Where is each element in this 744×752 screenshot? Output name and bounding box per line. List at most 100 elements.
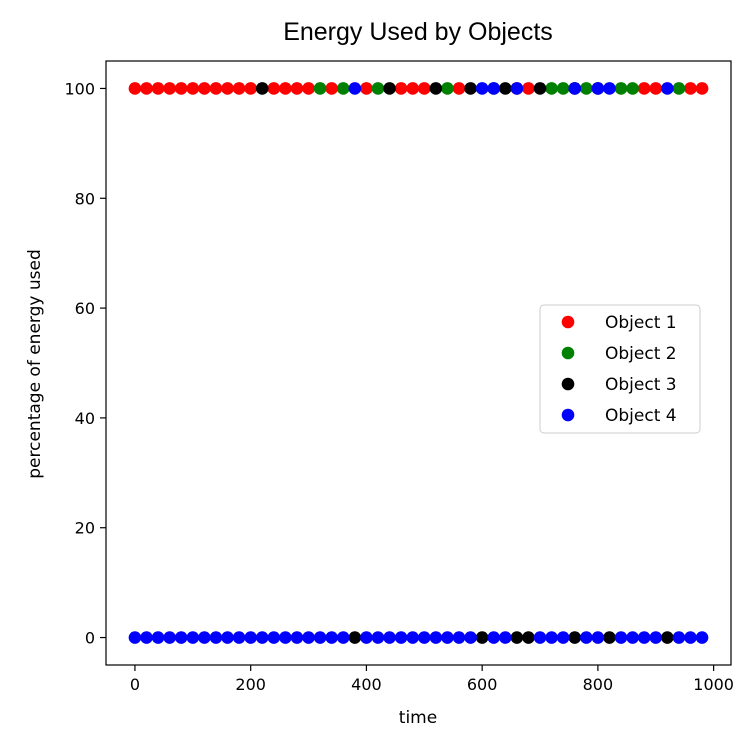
- data-point-object-4: [394, 631, 408, 644]
- data-point-object-4: [221, 631, 234, 644]
- legend: Object 1 Object 2 Object 3 Object 4: [539, 304, 701, 434]
- data-point-object-4: [244, 631, 257, 644]
- data-point-object-4: [545, 631, 558, 644]
- data-point-object-4: [325, 631, 338, 644]
- data-point-object-1: [174, 82, 188, 95]
- data-point-object-4: [151, 631, 165, 644]
- legend-label-object-3: Object 3: [605, 375, 677, 395]
- y-tick-label: 20: [75, 519, 95, 538]
- data-point-object-3: [429, 82, 443, 95]
- data-point-object-4: [429, 631, 443, 644]
- data-point-object-2: [545, 82, 558, 95]
- data-point-object-2: [614, 82, 628, 95]
- data-point-object-4: [336, 631, 350, 644]
- plot-frame: [105, 60, 732, 666]
- y-tick-label: 40: [75, 409, 95, 428]
- data-point-object-4: [614, 631, 628, 644]
- data-point-object-3: [383, 82, 396, 95]
- data-point-object-4: [198, 631, 211, 644]
- x-tick-label: 200: [235, 675, 266, 694]
- data-point-object-1: [637, 82, 651, 95]
- data-point-object-4: [360, 631, 373, 644]
- data-point-object-3: [510, 631, 524, 644]
- data-point-object-2: [371, 82, 385, 95]
- data-point-object-3: [348, 631, 362, 644]
- data-point-object-4: [371, 631, 385, 644]
- legend-label-object-4: Object 4: [605, 406, 677, 426]
- data-point-object-4: [464, 631, 477, 644]
- data-point-object-4: [695, 631, 709, 644]
- data-point-object-4: [441, 631, 454, 644]
- data-point-object-3: [568, 631, 582, 644]
- data-point-object-4: [174, 631, 188, 644]
- data-point-object-4: [232, 631, 246, 644]
- data-point-object-1: [209, 82, 223, 95]
- data-point-object-3: [475, 631, 489, 644]
- x-axis-label: time: [399, 708, 437, 728]
- y-axis-ticks: 0 20 40 60 80 100: [64, 79, 106, 648]
- data-point-object-3: [533, 82, 547, 95]
- data-point-object-4: [499, 631, 512, 644]
- data-point-object-4: [603, 82, 616, 95]
- data-point-object-2: [556, 82, 570, 95]
- data-point-object-4: [672, 631, 686, 644]
- data-point-object-4: [348, 82, 362, 95]
- data-point-object-3: [255, 82, 269, 95]
- data-point-object-4: [661, 82, 674, 95]
- data-point-object-1: [128, 82, 142, 95]
- data-point-object-1: [695, 82, 709, 95]
- data-point-object-4: [533, 631, 547, 644]
- data-point-object-4: [475, 82, 489, 95]
- data-point-object-4: [140, 631, 153, 644]
- data-point-object-1: [151, 82, 165, 95]
- legend-label-object-2: Object 2: [605, 344, 677, 364]
- data-point-object-1: [325, 82, 338, 95]
- data-point-object-2: [313, 82, 327, 95]
- data-point-object-1: [244, 82, 257, 95]
- data-point-object-1: [360, 82, 373, 95]
- data-point-object-1: [684, 82, 697, 95]
- data-point-object-1: [522, 82, 535, 95]
- data-point-object-3: [464, 82, 477, 95]
- data-point-object-4: [452, 631, 466, 644]
- data-point-object-4: [406, 631, 420, 644]
- data-point-object-4: [568, 82, 582, 95]
- data-markers: [128, 82, 709, 644]
- data-point-object-2: [336, 82, 350, 95]
- data-point-object-2: [441, 82, 454, 95]
- data-point-object-4: [313, 631, 327, 644]
- data-point-object-4: [209, 631, 223, 644]
- data-point-object-1: [267, 82, 281, 95]
- x-tick-label: 1000: [693, 675, 734, 694]
- data-point-object-1: [302, 82, 315, 95]
- x-tick-label: 0: [130, 675, 140, 694]
- data-point-object-4: [186, 631, 200, 644]
- chart-title: Energy Used by Objects: [283, 18, 553, 46]
- legend-box: [539, 304, 701, 434]
- legend-marker-object-3: [561, 377, 575, 391]
- legend-marker-object-2: [561, 346, 575, 360]
- data-point-object-4: [591, 82, 605, 95]
- data-point-object-3: [661, 631, 674, 644]
- data-point-object-4: [637, 631, 651, 644]
- data-point-object-4: [279, 631, 292, 644]
- data-point-object-1: [198, 82, 211, 95]
- data-point-object-3: [603, 631, 616, 644]
- legend-marker-object-1: [561, 315, 575, 329]
- legend-label-object-1: Object 1: [605, 313, 677, 333]
- data-point-object-4: [290, 631, 304, 644]
- data-point-object-1: [406, 82, 420, 95]
- y-tick-label: 0: [85, 629, 95, 648]
- data-point-object-4: [684, 631, 697, 644]
- x-tick-label: 600: [467, 675, 498, 694]
- data-point-object-4: [383, 631, 396, 644]
- data-point-object-4: [417, 631, 431, 644]
- x-axis-ticks: 0 200 400 600 800 1000: [130, 665, 734, 694]
- data-point-object-4: [267, 631, 281, 644]
- legend-marker-object-4: [561, 408, 575, 422]
- data-point-object-3: [522, 631, 535, 644]
- data-point-object-4: [487, 631, 501, 644]
- data-point-object-1: [140, 82, 153, 95]
- data-point-object-1: [417, 82, 431, 95]
